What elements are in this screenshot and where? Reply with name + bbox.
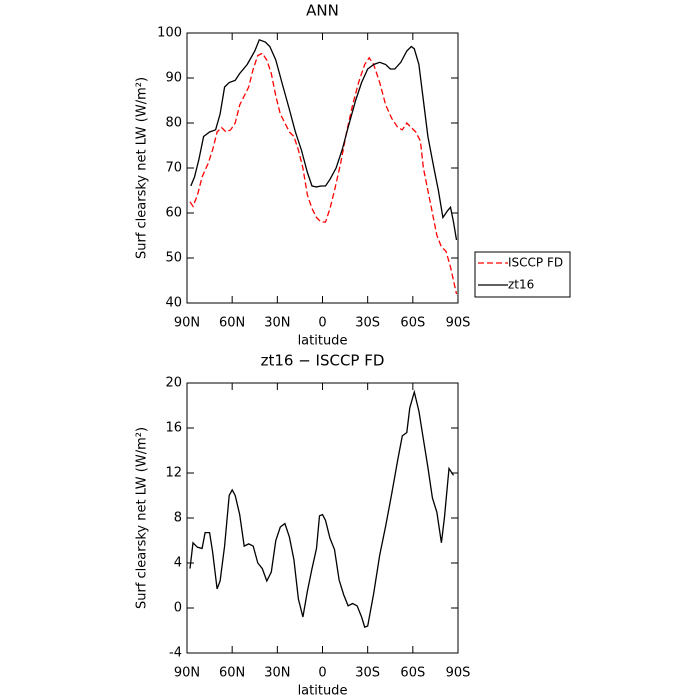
y-tick-label: 16 — [165, 421, 182, 436]
y-tick-label: 80 — [165, 116, 182, 131]
x-tick-label: 60N — [219, 316, 245, 331]
chart-title: ANN — [306, 2, 339, 20]
x-tick-label: 90N — [174, 316, 200, 331]
y-tick-label: 60 — [165, 206, 182, 221]
x-tick-label: 0 — [318, 666, 326, 681]
y-axis-label: Surf clearsky net LW (W/m²) — [135, 427, 150, 609]
x-tick-label: 30N — [264, 666, 290, 681]
x-tick-label: 60S — [400, 666, 425, 681]
y-tick-label: 8 — [174, 511, 182, 526]
x-tick-label: 30S — [355, 666, 380, 681]
x-tick-label: 0 — [318, 316, 326, 331]
plot-frame — [186, 32, 459, 304]
y-tick-label: 0 — [174, 601, 182, 616]
legend-box — [474, 251, 571, 298]
y-tick-label: -4 — [169, 646, 182, 661]
data-line — [190, 38, 458, 241]
y-tick-label: 12 — [165, 466, 182, 481]
y-tick-label: 90 — [165, 71, 182, 86]
y-tick-label: 70 — [165, 161, 182, 176]
y-tick-label: 40 — [165, 296, 182, 311]
x-tick-label: 30N — [264, 316, 290, 331]
y-tick-label: 50 — [165, 251, 182, 266]
x-axis-label: latitude — [298, 334, 348, 349]
y-tick-label: 4 — [174, 556, 182, 571]
x-axis-label: latitude — [298, 684, 348, 699]
x-tick-label: 60N — [219, 666, 245, 681]
x-tick-label: 90N — [174, 666, 200, 681]
y-tick-label: 100 — [157, 26, 182, 41]
x-tick-label: 30S — [355, 316, 380, 331]
legend-label: zt16 — [508, 278, 534, 292]
legend-label: ISCCP FD — [508, 256, 563, 270]
x-tick-label: 60S — [400, 316, 425, 331]
data-line — [189, 389, 455, 628]
x-tick-label: 90S — [446, 666, 471, 681]
x-tick-label: 90S — [446, 316, 471, 331]
y-axis-label: Surf clearsky net LW (W/m²) — [135, 77, 150, 259]
data-line — [189, 52, 458, 295]
chart-title: zt16 − ISCCP FD — [261, 352, 385, 370]
y-tick-label: 20 — [165, 376, 182, 391]
